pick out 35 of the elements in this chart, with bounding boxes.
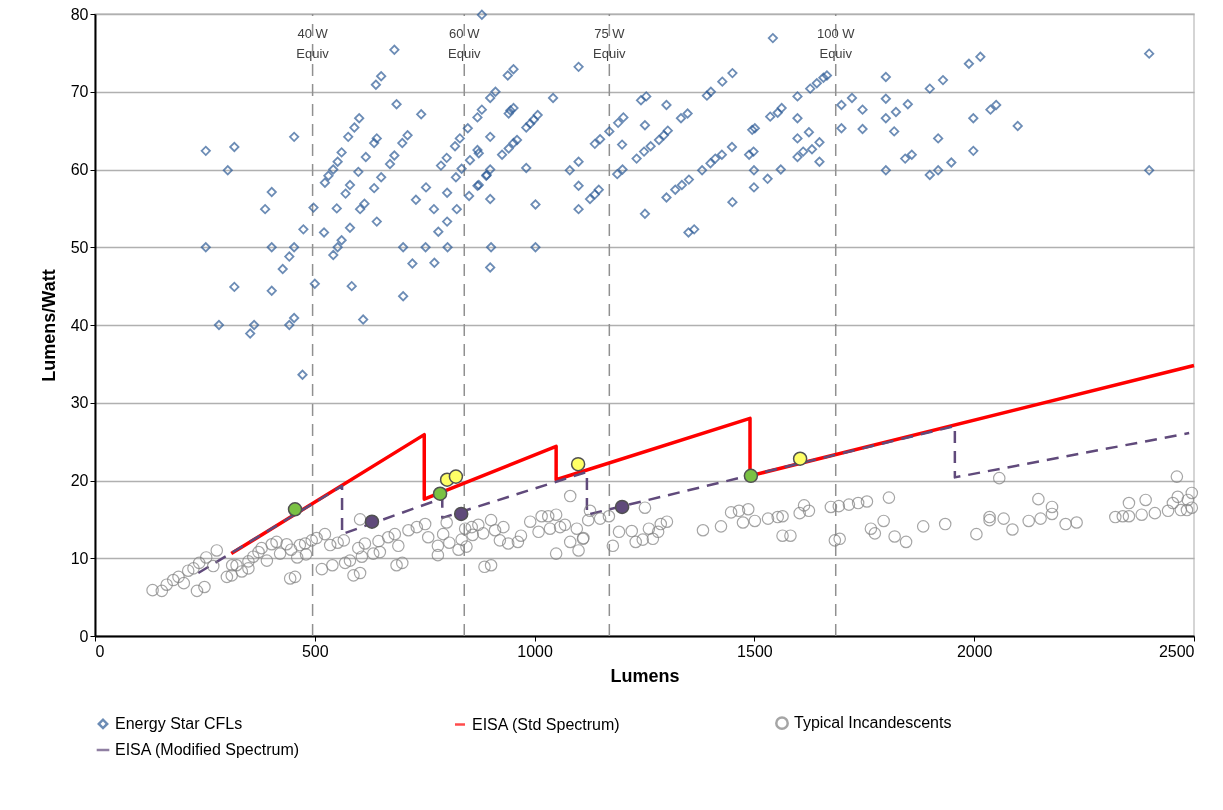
x-tick-label: 500 bbox=[301, 642, 329, 660]
point bbox=[287, 502, 303, 517]
point bbox=[364, 514, 380, 529]
line-series bbox=[197, 424, 1191, 575]
legend-label: Typical Incandescents bbox=[794, 714, 952, 732]
point bbox=[614, 499, 630, 515]
ref-line-label: 60 W Equiv bbox=[448, 26, 482, 61]
x-tick-label: 1000 bbox=[517, 642, 553, 660]
point bbox=[792, 451, 808, 466]
point bbox=[743, 468, 759, 484]
legend-label: EISA (Std Spectrum) bbox=[472, 715, 620, 733]
ref-line-label: 75 W Equiv bbox=[593, 26, 627, 61]
y-tick-label: 10 bbox=[70, 549, 89, 567]
point bbox=[453, 506, 469, 522]
point bbox=[432, 486, 448, 501]
x-tick-label: 1500 bbox=[737, 642, 773, 660]
legend-label: Energy Star CFLs bbox=[115, 714, 243, 732]
ref-line-label: 40 W Equiv bbox=[296, 26, 330, 61]
y-tick-label: 20 bbox=[70, 472, 89, 489]
y-tick-label: 60 bbox=[70, 161, 89, 178]
x-tick-label: 0 bbox=[95, 642, 105, 660]
y-tick-label: 40 bbox=[70, 316, 89, 334]
y-tick-label: 0 bbox=[79, 627, 89, 645]
y-tick-label: 70 bbox=[70, 83, 89, 101]
x-axis-title: Lumens bbox=[610, 665, 680, 686]
x-tick-label: 2500 bbox=[1158, 642, 1195, 660]
y-tick-label: 80 bbox=[70, 5, 89, 23]
point bbox=[570, 456, 586, 472]
x-tick-label: 2000 bbox=[956, 642, 993, 660]
point bbox=[448, 469, 464, 484]
y-tick-label: 50 bbox=[70, 238, 89, 256]
ref-line-label: 100 W Equiv bbox=[816, 26, 856, 61]
legend-label: EISA (Modified Spectrum) bbox=[115, 741, 300, 758]
y-axis-title: Lumens/Watt bbox=[38, 269, 59, 382]
y-tick-label: 30 bbox=[70, 394, 89, 412]
